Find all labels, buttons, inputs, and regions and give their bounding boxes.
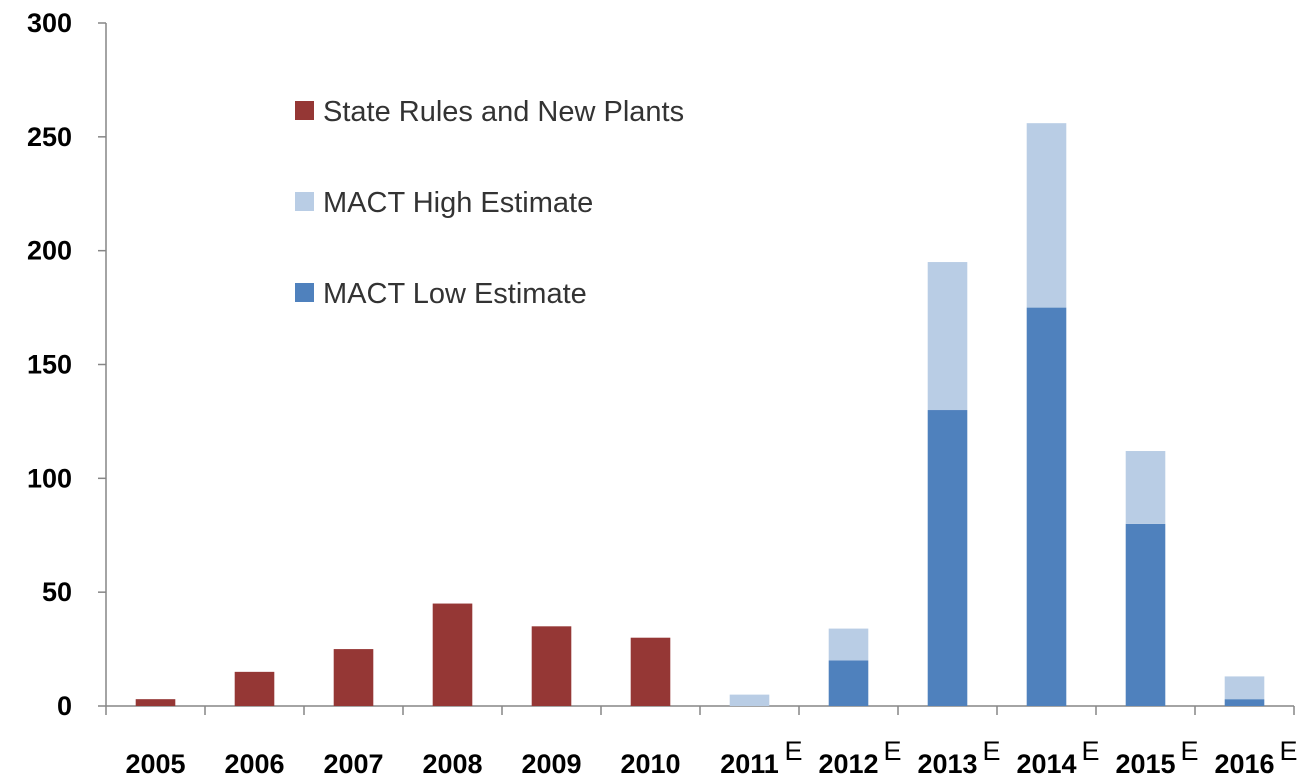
bar-segment	[1224, 699, 1265, 706]
x-tick-label: 2011	[720, 749, 779, 779]
x-tick-label: 2007	[323, 749, 383, 779]
x-axis: 2005 2006 2007 2008 2009 2010 2011 E 2012 E 2013 E 2…	[105, 705, 1298, 779]
x-tick-superscript: E	[1082, 736, 1100, 766]
x-tick-label: 2009	[521, 749, 581, 779]
bar-segment	[927, 410, 968, 706]
y-tick-label: 100	[27, 463, 72, 493]
bars	[135, 123, 1265, 706]
y-tick-label: 50	[42, 577, 72, 607]
x-tick-superscript: E	[1181, 736, 1199, 766]
y-tick-label: 300	[27, 8, 72, 38]
x-tick-label: 2013	[917, 749, 977, 779]
legend: State Rules and New Plants MACT High Esti…	[295, 96, 684, 310]
bar-segment	[729, 694, 770, 706]
bar-segment	[828, 660, 869, 706]
x-tick-superscript: E	[1280, 736, 1298, 766]
x-tick-superscript: E	[884, 736, 902, 766]
legend-swatch	[295, 283, 314, 302]
x-tick-label: 2015	[1115, 749, 1175, 779]
x-tick-label: 2016	[1214, 749, 1274, 779]
x-tick-superscript: E	[983, 736, 1001, 766]
bar-segment	[1224, 676, 1265, 700]
y-tick-label: 250	[27, 122, 72, 152]
legend-label: State Rules and New Plants	[323, 96, 684, 128]
y-tick-label: 0	[57, 691, 72, 721]
y-axis: 0 50 100 150 200 250 300	[27, 8, 107, 721]
bar-segment	[531, 626, 572, 706]
x-tick-label: 2008	[422, 749, 482, 779]
y-tick-label: 200	[27, 236, 72, 266]
bar-segment	[1125, 451, 1166, 524]
bar-segment	[630, 637, 671, 706]
legend-label: MACT Low Estimate	[323, 278, 587, 310]
bar-segment	[432, 603, 473, 706]
legend-swatch	[295, 192, 314, 211]
x-tick-label: 2010	[620, 749, 680, 779]
bar-segment	[1125, 523, 1166, 706]
bar-segment	[1026, 307, 1067, 706]
bar-segment	[927, 262, 968, 411]
bar-segment	[333, 649, 374, 706]
x-tick-label: 2005	[125, 749, 185, 779]
bar-segment	[135, 699, 176, 706]
x-tick-label: 2006	[224, 749, 284, 779]
legend-swatch	[295, 101, 314, 120]
x-tick-superscript: E	[785, 736, 803, 766]
x-tick-label: 2012	[818, 749, 878, 779]
legend-label: MACT High Estimate	[323, 187, 593, 219]
y-tick-label: 150	[27, 350, 72, 380]
bar-segment	[1026, 123, 1067, 308]
bar-segment	[234, 671, 275, 706]
x-tick-label: 2014	[1016, 749, 1076, 779]
bar-segment	[828, 628, 869, 661]
